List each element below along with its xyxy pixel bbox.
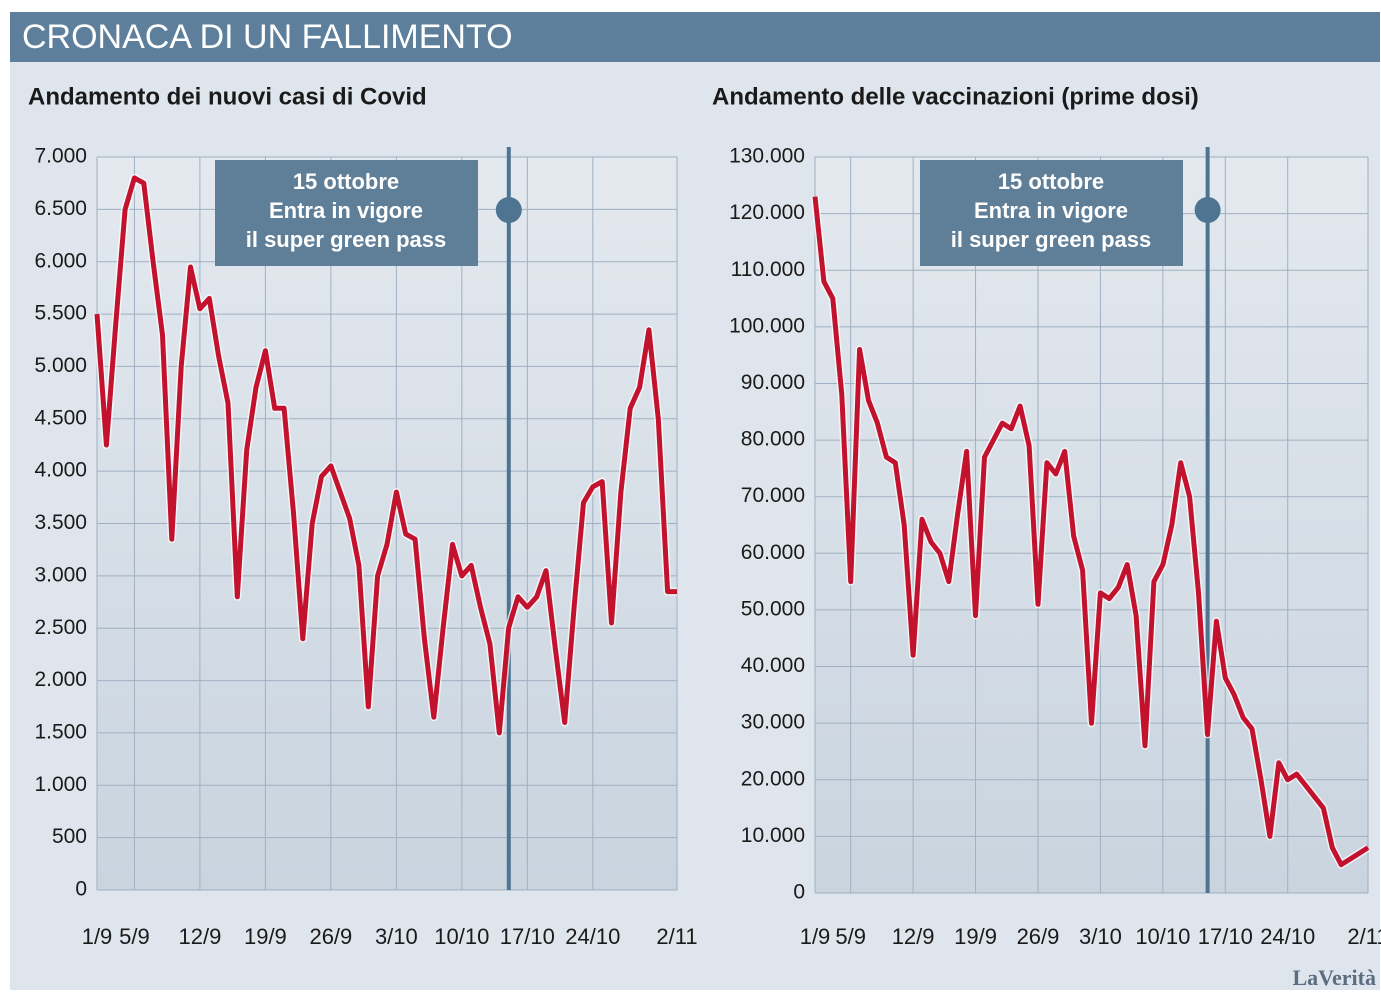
y-tick-label: 100.000	[729, 314, 805, 337]
annotation-text: 15 ottobre	[998, 169, 1104, 194]
page: {"header": {"title": "CRONACA DI UN FALL…	[0, 0, 1381, 997]
x-tick-label: 3/10	[375, 924, 418, 949]
logo: LaVerità	[1292, 965, 1376, 990]
y-tick-label: 500	[52, 825, 87, 848]
chart-title: Andamento delle vaccinazioni (prime dosi…	[712, 83, 1199, 110]
y-tick-label: 7.000	[34, 145, 87, 168]
y-tick-label: 1.000	[34, 773, 87, 796]
y-tick-label: 40.000	[741, 654, 805, 677]
x-tick-label: 24/10	[1260, 924, 1315, 949]
y-tick-label: 0	[75, 878, 87, 901]
x-tick-label: 19/9	[954, 924, 997, 949]
y-tick-label: 20.000	[741, 767, 805, 790]
chart-title: Andamento dei nuovi casi di Covid	[28, 83, 427, 110]
y-tick-label: 70.000	[741, 484, 805, 507]
annotation-dot	[496, 197, 522, 223]
x-tick-label: 5/9	[119, 924, 150, 949]
annotation-text: Entra in vigore	[269, 198, 423, 223]
x-tick-label: 3/10	[1079, 924, 1122, 949]
y-tick-label: 30.000	[741, 711, 805, 734]
x-tick-label: 2/11	[1347, 924, 1381, 949]
y-tick-label: 6.500	[34, 197, 87, 220]
y-tick-label: 80.000	[741, 428, 805, 451]
x-tick-label: 26/9	[1017, 924, 1060, 949]
y-tick-label: 0	[793, 881, 805, 904]
y-tick-label: 3.500	[34, 511, 87, 534]
x-tick-label: 17/10	[500, 924, 555, 949]
annotation-text: il super green pass	[951, 227, 1152, 252]
annotation-text: 15 ottobre	[293, 169, 399, 194]
y-tick-label: 120.000	[729, 201, 805, 224]
y-tick-label: 90.000	[741, 371, 805, 394]
x-tick-label: 1/9	[800, 924, 831, 949]
y-tick-label: 110.000	[731, 258, 805, 281]
x-tick-label: 10/10	[434, 924, 489, 949]
x-tick-label: 1/9	[82, 924, 113, 949]
y-tick-label: 10.000	[741, 824, 805, 847]
y-tick-label: 60.000	[741, 541, 805, 564]
y-tick-label: 130.000	[729, 145, 805, 168]
x-tick-label: 2/11	[656, 924, 697, 949]
y-tick-label: 2.500	[34, 616, 87, 639]
x-tick-label: 5/9	[835, 924, 866, 949]
x-tick-label: 17/10	[1198, 924, 1253, 949]
header-title: CRONACA DI UN FALLIMENTO	[22, 18, 513, 56]
x-tick-label: 26/9	[309, 924, 352, 949]
y-tick-label: 2.000	[34, 668, 87, 691]
y-tick-label: 5.000	[34, 354, 87, 377]
y-tick-label: 4.000	[34, 459, 87, 482]
y-tick-label: 5.500	[34, 302, 87, 325]
y-tick-label: 4.500	[34, 406, 87, 429]
x-tick-label: 12/9	[178, 924, 221, 949]
x-tick-label: 24/10	[565, 924, 620, 949]
annotation-text: Entra in vigore	[974, 198, 1128, 223]
y-tick-label: 6.000	[34, 249, 87, 272]
chart: CRONACA DI UN FALLIMENTO LaVerità Andame…	[0, 0, 1381, 997]
annotation-text: il super green pass	[246, 227, 447, 252]
y-tick-label: 1.500	[34, 720, 87, 743]
x-tick-label: 19/9	[244, 924, 287, 949]
x-tick-label: 12/9	[892, 924, 935, 949]
x-tick-label: 10/10	[1135, 924, 1190, 949]
y-tick-label: 50.000	[741, 597, 805, 620]
annotation-dot	[1195, 197, 1221, 223]
y-tick-label: 3.000	[34, 563, 87, 586]
